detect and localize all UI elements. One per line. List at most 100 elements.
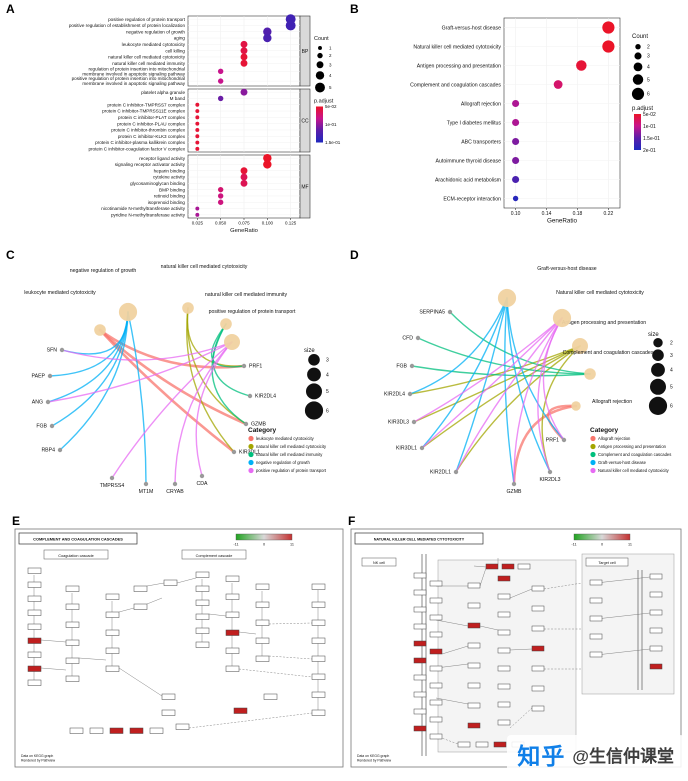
gene-node <box>109 475 115 481</box>
scale-mid-label: 0 <box>601 543 603 547</box>
category-label: Graft-versus-host disease <box>537 266 597 272</box>
count-legend-dot <box>634 52 642 60</box>
gene-node <box>415 335 421 341</box>
connector-line <box>238 631 257 635</box>
category-node <box>497 288 517 308</box>
term-label: cell killing <box>165 48 185 53</box>
gene-box <box>429 682 443 689</box>
category-label: positive regulation of protein transport <box>209 309 296 315</box>
scale-min-label: -11 <box>571 543 576 547</box>
term-label: glycosaminoglycan binding <box>130 181 185 186</box>
count-legend-dot <box>318 46 322 50</box>
gene-box <box>311 619 326 626</box>
category-legend-label: leukocyte mediated cytotoxicity <box>256 436 315 441</box>
padjust-tick-label: 1.5e-01 <box>325 140 341 145</box>
region-label: Complement cascade <box>196 554 233 558</box>
gene-box <box>225 611 240 618</box>
enrichment-dot <box>217 95 224 102</box>
gene-label: SFN <box>47 348 58 354</box>
gene-label: KIR3DL1 <box>396 446 417 452</box>
gene-box-highlighted <box>129 727 144 734</box>
gene-label: TMPRSS4 <box>100 483 125 489</box>
gene-node <box>59 347 65 353</box>
cnet-edge <box>127 311 147 485</box>
cnet-edge <box>111 341 233 479</box>
count-legend-value: 4 <box>329 73 332 78</box>
padjust-tick-label: 1e-01 <box>325 122 337 127</box>
gene-label: FGB <box>36 424 47 430</box>
size-legend-value: 5 <box>326 389 329 395</box>
enrichment-dot <box>263 33 272 43</box>
cnet-edge <box>174 341 233 485</box>
cnet-edge <box>98 328 236 454</box>
enrichment-dot <box>512 156 520 165</box>
term-label: regulation of protein insertion into mit… <box>82 66 185 76</box>
gene-node <box>561 437 567 443</box>
enrichment-dot <box>240 167 248 175</box>
gene-box <box>413 691 427 698</box>
zhihu-logo: 知乎 <box>517 743 566 769</box>
category-legend-label: Complement and coagulation cascades <box>598 452 671 457</box>
x-tick-label: 0.14 <box>542 211 552 217</box>
gene-box <box>589 615 603 622</box>
category-legend-label: natural killer cell mediated immunity <box>256 452 323 457</box>
category-label: natural killer cell mediated cytotoxicit… <box>161 264 248 270</box>
pathway-title: NATURAL KILLER CELL MEDIATED CYTOTOXICIT… <box>374 537 465 541</box>
padjust-legend-title: p.adjust <box>632 106 653 112</box>
connector-line <box>40 639 67 643</box>
connector-line <box>176 577 197 584</box>
term-label: protein C inhibitor-coagulation factor V… <box>88 146 185 151</box>
gene-box <box>429 665 443 672</box>
size-legend-dot <box>306 383 322 400</box>
cnet-edge <box>512 404 578 486</box>
enrichment-dot <box>195 121 200 126</box>
count-legend-title: Count <box>632 34 648 40</box>
enrichment-dot <box>195 134 200 139</box>
gene-box <box>225 647 240 654</box>
cnet-edge <box>513 317 563 485</box>
gene-box <box>517 563 531 570</box>
panel-b-letter: B <box>350 2 359 16</box>
watermark: 知乎 @生信仲课堂 <box>507 735 684 775</box>
gene-box-highlighted <box>233 707 248 714</box>
region-label: Coagulation cascade <box>58 554 93 558</box>
gene-label: KIR3DL3 <box>388 420 409 426</box>
category-node <box>182 302 194 314</box>
gene-label: RBP4 <box>41 448 55 454</box>
gene-label: GZMB <box>507 489 523 495</box>
gene-box <box>429 614 443 621</box>
gene-box <box>65 657 80 664</box>
category-legend-swatch <box>248 467 254 474</box>
gene-box-highlighted <box>27 637 42 644</box>
gene-box-highlighted <box>109 727 124 734</box>
gene-box <box>255 655 270 662</box>
term-label: Graft-versus-host disease <box>442 25 502 31</box>
category-legend-label: Antigen processing and presentation <box>598 444 667 449</box>
category-label: negative regulation of growth <box>70 268 137 274</box>
pathway-footer: Rendered by Pathview <box>21 759 56 763</box>
gene-box <box>311 637 326 644</box>
term-label: negative regulation of growth <box>126 29 185 34</box>
cnet-edge <box>61 341 233 361</box>
term-label: protein C inhibitor-TMPRSS11E complex <box>102 109 186 114</box>
pathway-footer: Data on KEGG graph <box>357 754 389 758</box>
count-legend-value: 3 <box>329 62 332 67</box>
enrichment-dot <box>240 40 248 48</box>
gene-box <box>311 673 326 680</box>
term-label: ABC transporters <box>461 139 501 145</box>
gene-box <box>429 580 443 587</box>
enrichment-dot <box>602 40 615 53</box>
gene-box <box>467 702 481 709</box>
gene-box <box>149 727 164 734</box>
enrichment-dot <box>240 173 248 181</box>
panel-f-letter: F <box>348 514 356 528</box>
gene-box <box>133 603 148 610</box>
cnet-edge <box>47 311 129 403</box>
gene-box <box>195 599 210 606</box>
region-label-box <box>43 549 109 560</box>
term-label: nicotinamide N-methyltransferase activit… <box>101 206 185 211</box>
panel-b: B Graft-versus-host disease Natural kille… <box>348 2 684 246</box>
x-tick-label: 0.075 <box>238 221 250 226</box>
gene-label: CFD <box>402 336 413 342</box>
category-label: Antigen processing and presentation <box>562 320 646 326</box>
